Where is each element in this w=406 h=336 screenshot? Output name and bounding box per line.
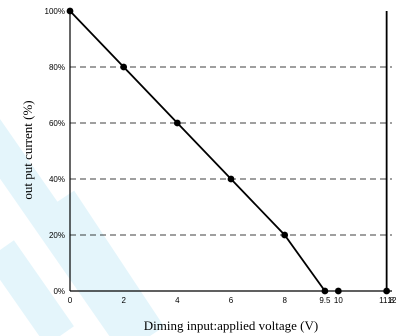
watermark-stripe-2 bbox=[0, 240, 74, 336]
data-point-0-5 bbox=[321, 287, 329, 295]
series bbox=[69, 10, 326, 292]
data-point-0-2 bbox=[173, 119, 181, 127]
x-tick-label-6: 6 bbox=[229, 296, 234, 305]
data-point-0-1 bbox=[120, 63, 128, 71]
x-tick-label-0: 0 bbox=[68, 296, 73, 305]
y-tick-label-0: 0% bbox=[53, 287, 65, 296]
watermark-stripes bbox=[0, 118, 165, 336]
axes bbox=[69, 11, 392, 292]
x-tick-label-10: 10 bbox=[334, 296, 343, 305]
series-line-0 bbox=[69, 10, 326, 292]
extra-point-0 bbox=[334, 287, 342, 295]
x-tick-labels: 0 2 4 6 8 9.5 10 11.812 bbox=[68, 296, 397, 305]
y-tick-label-60: 60% bbox=[49, 119, 65, 128]
y-tick-label-100: 100% bbox=[45, 7, 65, 16]
x-tick-label-8: 8 bbox=[282, 296, 287, 305]
data-point-0-3 bbox=[227, 175, 235, 183]
y-tick-labels: 0% 20% 40% 60% 80% 100% bbox=[45, 7, 65, 296]
grid-lines bbox=[70, 66, 392, 236]
data-point-0-0 bbox=[66, 7, 74, 15]
x-tick-label-11.8: 11.8 bbox=[379, 296, 395, 305]
extra-point-1 bbox=[383, 287, 391, 295]
y-tick-label-80: 80% bbox=[49, 63, 65, 72]
data-point-0-4 bbox=[281, 231, 289, 239]
y-tick-label-20: 20% bbox=[49, 231, 65, 240]
x-tick-label-2: 2 bbox=[121, 296, 126, 305]
data-points bbox=[66, 7, 391, 295]
x-tick-label-12: 12 bbox=[388, 296, 397, 305]
x-axis-label: Diming input:applied voltage (V) bbox=[144, 318, 318, 333]
x-tick-label-9.5: 9.5 bbox=[319, 296, 331, 305]
y-tick-label-40: 40% bbox=[49, 175, 65, 184]
watermark-stripe-0 bbox=[0, 118, 144, 336]
y-axis-label: out put current (%) bbox=[20, 100, 35, 199]
x-tick-label-4: 4 bbox=[175, 296, 180, 305]
watermark-stripe-1 bbox=[45, 190, 165, 336]
